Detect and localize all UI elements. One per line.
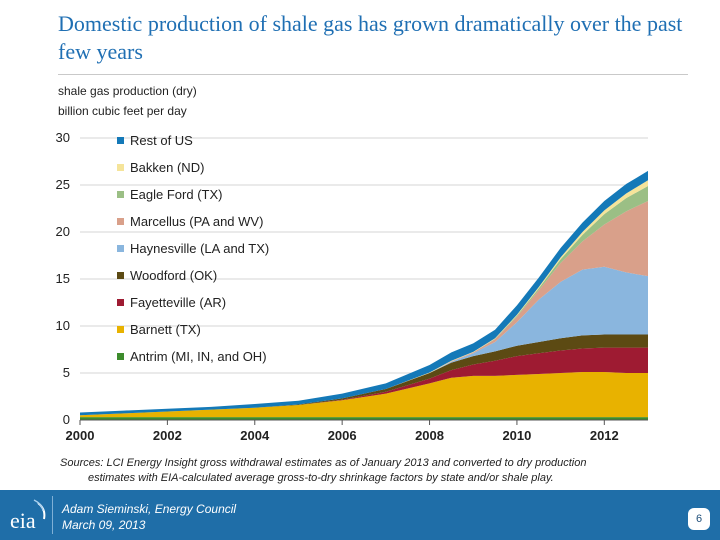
y-tick-label: 20 — [56, 224, 70, 239]
eia-logo-text: eia — [10, 508, 36, 533]
legend-label: Rest of US — [130, 133, 193, 148]
x-tick-label: 2012 — [590, 428, 619, 443]
legend-swatch — [117, 353, 124, 360]
legend-label: Woodford (OK) — [130, 268, 217, 283]
legend-swatch — [117, 137, 124, 144]
y-tick-label: 25 — [56, 177, 70, 192]
x-tick-label: 2010 — [502, 428, 531, 443]
slide-title: Domestic production of shale gas has gro… — [58, 11, 683, 64]
legend-swatch — [117, 326, 124, 333]
area-series-3 — [80, 334, 648, 416]
area-series-1 — [80, 372, 648, 418]
x-tick-label: 2006 — [328, 428, 357, 443]
sources-note: Sources: LCI Energy Insight gross withdr… — [60, 456, 680, 486]
legend-label: Marcellus (PA and WV) — [130, 214, 263, 229]
y-tick-label: 5 — [63, 365, 70, 380]
legend-label: Bakken (ND) — [130, 160, 204, 175]
y-tick-label: 10 — [56, 318, 70, 333]
y-axis-label-line2: billion cubic feet per day — [58, 104, 187, 118]
legend-label: Barnett (TX) — [130, 322, 201, 337]
x-tick-label: 2000 — [66, 428, 95, 443]
footer-bar — [0, 490, 720, 540]
footer-separator — [52, 496, 53, 534]
page-number: 6 — [688, 508, 710, 530]
legend-label: Haynesville (LA and TX) — [130, 241, 269, 256]
presenter-name: Adam Sieminski, Energy Council — [62, 502, 237, 516]
y-tick-label: 0 — [63, 412, 70, 427]
legend-label: Fayetteville (AR) — [130, 295, 226, 310]
shale-gas-stacked-area-chart: 0 5 10 15 20 25 30 2000 2002 2004 2006 2008 2010 2012… — [56, 130, 648, 443]
x-tick-label: 2008 — [415, 428, 444, 443]
y-tick-label: 30 — [56, 130, 70, 145]
y-axis-label-line1: shale gas production (dry) — [58, 84, 197, 98]
x-tick-label: 2002 — [153, 428, 182, 443]
legend-swatch — [117, 299, 124, 306]
title-divider — [58, 74, 688, 75]
area-series-0 — [80, 417, 648, 420]
area-series-4 — [80, 266, 648, 416]
legend-swatch — [117, 272, 124, 279]
legend-swatch — [117, 218, 124, 225]
legend-label: Eagle Ford (TX) — [130, 187, 222, 202]
presentation-date: March 09, 2013 — [62, 518, 146, 532]
legend-swatch — [117, 245, 124, 252]
legend-swatch — [117, 164, 124, 171]
legend-label: Antrim (MI, IN, and OH) — [130, 349, 267, 364]
y-tick-label: 15 — [56, 271, 70, 286]
x-tick-label: 2004 — [240, 428, 270, 443]
area-series-2 — [80, 347, 648, 416]
sources-line1: Sources: LCI Energy Insight gross withdr… — [60, 457, 587, 469]
legend-swatch — [117, 191, 124, 198]
sources-line2: estimates with EIA-calculated average gr… — [88, 472, 554, 484]
eia-logo-icon — [33, 499, 46, 520]
